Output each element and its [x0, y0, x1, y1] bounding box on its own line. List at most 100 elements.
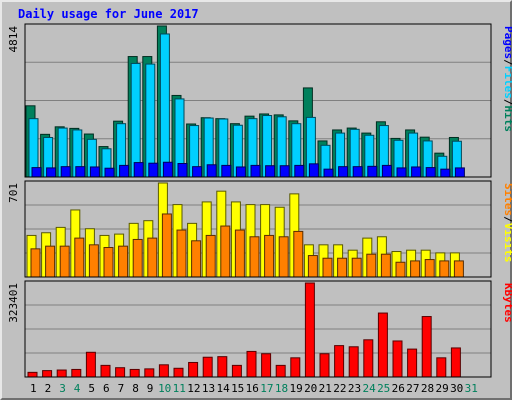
bar-kbytes-day-19	[290, 357, 301, 378]
bar-pages-day-10	[162, 161, 173, 178]
bar-sites-day-24	[366, 253, 377, 278]
bar-sites-day-10	[161, 213, 172, 278]
bar-kbytes-day-29	[436, 357, 447, 378]
x-tick-label: 27	[406, 382, 419, 395]
legend-entry: Visits	[502, 223, 512, 263]
bar-sites-day-20	[307, 255, 318, 278]
bar-sites-day-5	[88, 244, 99, 278]
x-tick-label: 11	[173, 382, 186, 395]
x-tick-label: 3	[59, 382, 66, 395]
bar-sites-day-30	[453, 260, 464, 278]
legend-entry: /	[502, 216, 512, 223]
bar-pages-day-18	[279, 165, 290, 178]
bar-sites-day-22	[337, 257, 348, 278]
panel-frame	[24, 280, 492, 378]
bar-kbytes-day-15	[231, 364, 242, 378]
bar-sites-day-14	[220, 225, 231, 278]
x-tick-label: 15	[231, 382, 244, 395]
bar-kbytes-day-9	[144, 368, 155, 378]
bar-sites-day-4	[74, 237, 85, 278]
bar-pages-day-15	[235, 166, 246, 178]
bar-pages-day-27	[411, 166, 422, 178]
bar-sites-day-26	[395, 261, 406, 278]
bar-sites-day-8	[132, 238, 143, 278]
bar-pages-day-19	[294, 164, 305, 178]
bar-kbytes-day-25	[377, 312, 388, 378]
x-tick-label: 26	[392, 382, 405, 395]
x-tick-label: 2	[45, 382, 52, 395]
bar-pages-day-17	[265, 165, 276, 178]
legend-entry: Files	[502, 66, 512, 99]
bar-pages-day-7	[119, 164, 130, 178]
bar-kbytes-day-7	[115, 367, 126, 378]
x-tick-label: 16	[246, 382, 259, 395]
bar-kbytes-day-26	[392, 340, 403, 378]
legend-hits-files-pages: Pages/Files/Hits	[502, 26, 512, 132]
bar-pages-day-6	[104, 167, 115, 178]
bar-sites-day-27	[410, 260, 421, 278]
legend-entry: /	[502, 59, 512, 66]
chart-title: Daily usage for June 2017	[18, 7, 199, 21]
bar-kbytes-day-21	[319, 353, 330, 378]
x-tick-label: 28	[421, 382, 434, 395]
x-tick-label: 10	[158, 382, 171, 395]
x-tick-label: 18	[275, 382, 288, 395]
bar-pages-day-22	[338, 166, 349, 178]
bar-kbytes-day-24	[363, 339, 374, 378]
bar-pages-day-25	[381, 164, 392, 178]
x-tick-label: 1	[30, 382, 37, 395]
legend-entry: Hits	[502, 106, 512, 133]
legend-kbytes: KBytes	[502, 283, 512, 323]
bar-kbytes-day-17	[261, 353, 272, 378]
legend-entry: /	[502, 99, 512, 106]
bar-pages-day-24	[367, 165, 378, 178]
bar-pages-day-21	[323, 168, 334, 178]
bar-sites-day-25	[380, 253, 391, 278]
bar-pages-day-9	[148, 162, 159, 178]
bar-sites-day-11	[176, 229, 187, 278]
x-tick-label: 5	[88, 382, 95, 395]
x-tick-label: 31	[465, 382, 478, 395]
x-tick-label: 8	[132, 382, 139, 395]
x-tick-label: 4	[74, 382, 81, 395]
max-label-visits-sites: 701	[7, 183, 20, 203]
bar-kbytes-day-2	[42, 370, 53, 378]
bar-kbytes-day-18	[275, 364, 286, 378]
bar-kbytes-day-28	[421, 316, 432, 378]
bar-sites-day-19	[293, 230, 304, 278]
bar-sites-day-15	[234, 229, 245, 278]
bar-kbytes-day-8	[129, 368, 140, 378]
bar-pages-day-8	[133, 162, 144, 178]
bar-sites-day-18	[278, 236, 289, 278]
bar-sites-day-2	[45, 245, 56, 278]
bar-kbytes-day-5	[85, 351, 96, 378]
x-tick-label: 24	[362, 382, 376, 395]
bar-pages-day-13	[206, 164, 217, 178]
bar-pages-day-23	[352, 166, 363, 178]
bar-files-day-10	[159, 33, 170, 178]
bar-sites-day-17	[264, 234, 275, 278]
bar-pages-day-2	[46, 167, 57, 178]
bar-pages-day-26	[396, 167, 407, 178]
bar-kbytes-day-20	[304, 282, 315, 378]
bar-pages-day-12	[192, 166, 203, 178]
bar-sites-day-7	[118, 245, 129, 278]
max-label-hits-files-pages: 4814	[7, 26, 20, 53]
x-tick-label: 19	[289, 382, 302, 395]
bar-pages-day-16	[250, 164, 261, 178]
x-tick-label: 25	[377, 382, 390, 395]
bar-pages-day-4	[75, 166, 86, 178]
bar-sites-day-9	[147, 237, 158, 278]
bar-sites-day-1	[30, 248, 41, 278]
panel-frame	[24, 180, 492, 278]
bar-kbytes-day-13	[202, 356, 213, 378]
x-tick-label: 13	[202, 382, 215, 395]
bar-pages-day-5	[89, 166, 100, 178]
bar-kbytes-day-16	[246, 350, 257, 378]
legend-entry: KBytes	[502, 283, 512, 323]
bar-pages-day-20	[308, 163, 319, 178]
bar-kbytes-day-10	[158, 364, 169, 378]
x-tick-label: 14	[216, 382, 230, 395]
x-tick-label: 21	[319, 382, 332, 395]
